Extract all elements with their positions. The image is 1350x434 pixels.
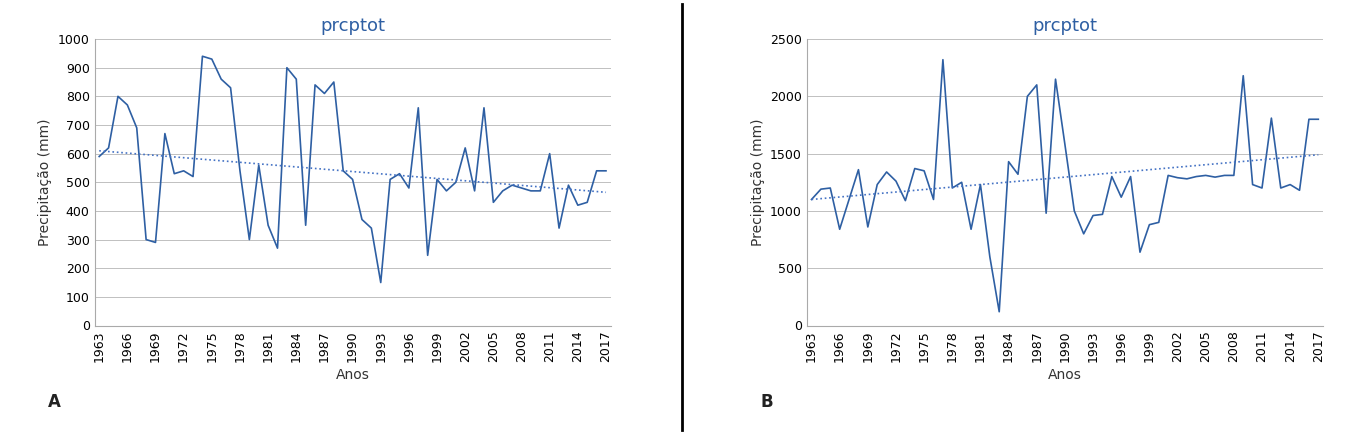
Title: prcptot: prcptot — [1033, 17, 1098, 35]
X-axis label: Anos: Anos — [1048, 368, 1081, 382]
Title: prcptot: prcptot — [320, 17, 385, 35]
X-axis label: Anos: Anos — [336, 368, 370, 382]
Y-axis label: Precipitação (mm): Precipitação (mm) — [38, 118, 53, 246]
Text: B: B — [760, 394, 774, 411]
Y-axis label: Precipitação (mm): Precipitação (mm) — [751, 118, 764, 246]
Text: A: A — [49, 394, 61, 411]
